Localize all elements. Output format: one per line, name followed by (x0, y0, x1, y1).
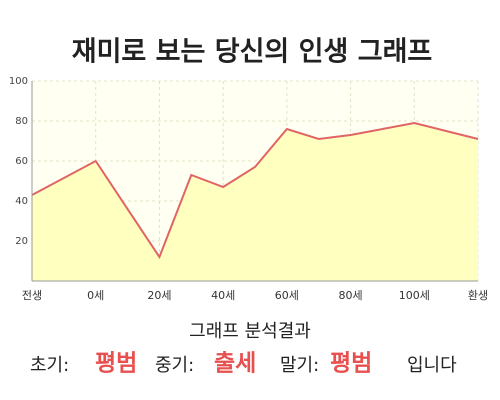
area (32, 123, 478, 281)
y-tick-label: 40 (15, 196, 28, 207)
y-tick-label: 60 (15, 156, 28, 167)
x-tick-label: 40세 (211, 289, 235, 302)
result-value: 평범 (330, 351, 372, 377)
y-tick-label: 20 (15, 236, 28, 247)
result-label: 말기: (280, 355, 319, 376)
x-tick-label: 80세 (339, 289, 363, 302)
x-tick-label: 60세 (275, 289, 299, 302)
x-tick-label: 환생 (468, 289, 488, 302)
result-ending: 입니다 (407, 355, 457, 376)
result-value: 평범 (95, 351, 137, 377)
x-tick-label: 전생 (22, 289, 42, 302)
result-line: 초기: 평범 중기: 출세 말기: 평범 입니다 (30, 351, 457, 377)
x-tick-label: 100세 (399, 289, 430, 302)
result-label: 초기: (30, 355, 69, 376)
chart-title: 재미로 보는 당신의 인생 그래프 (72, 37, 433, 68)
result-heading: 그래프 분석결과 (189, 321, 311, 342)
result-value: 출세 (214, 351, 256, 377)
result-label: 중기: (155, 355, 194, 376)
line (31, 121, 479, 260)
y-tick-label: 100 (9, 76, 28, 87)
y-tick-label: 80 (15, 116, 28, 127)
x-tick-label: 0세 (87, 289, 104, 302)
x-tick-label: 20세 (147, 289, 171, 302)
